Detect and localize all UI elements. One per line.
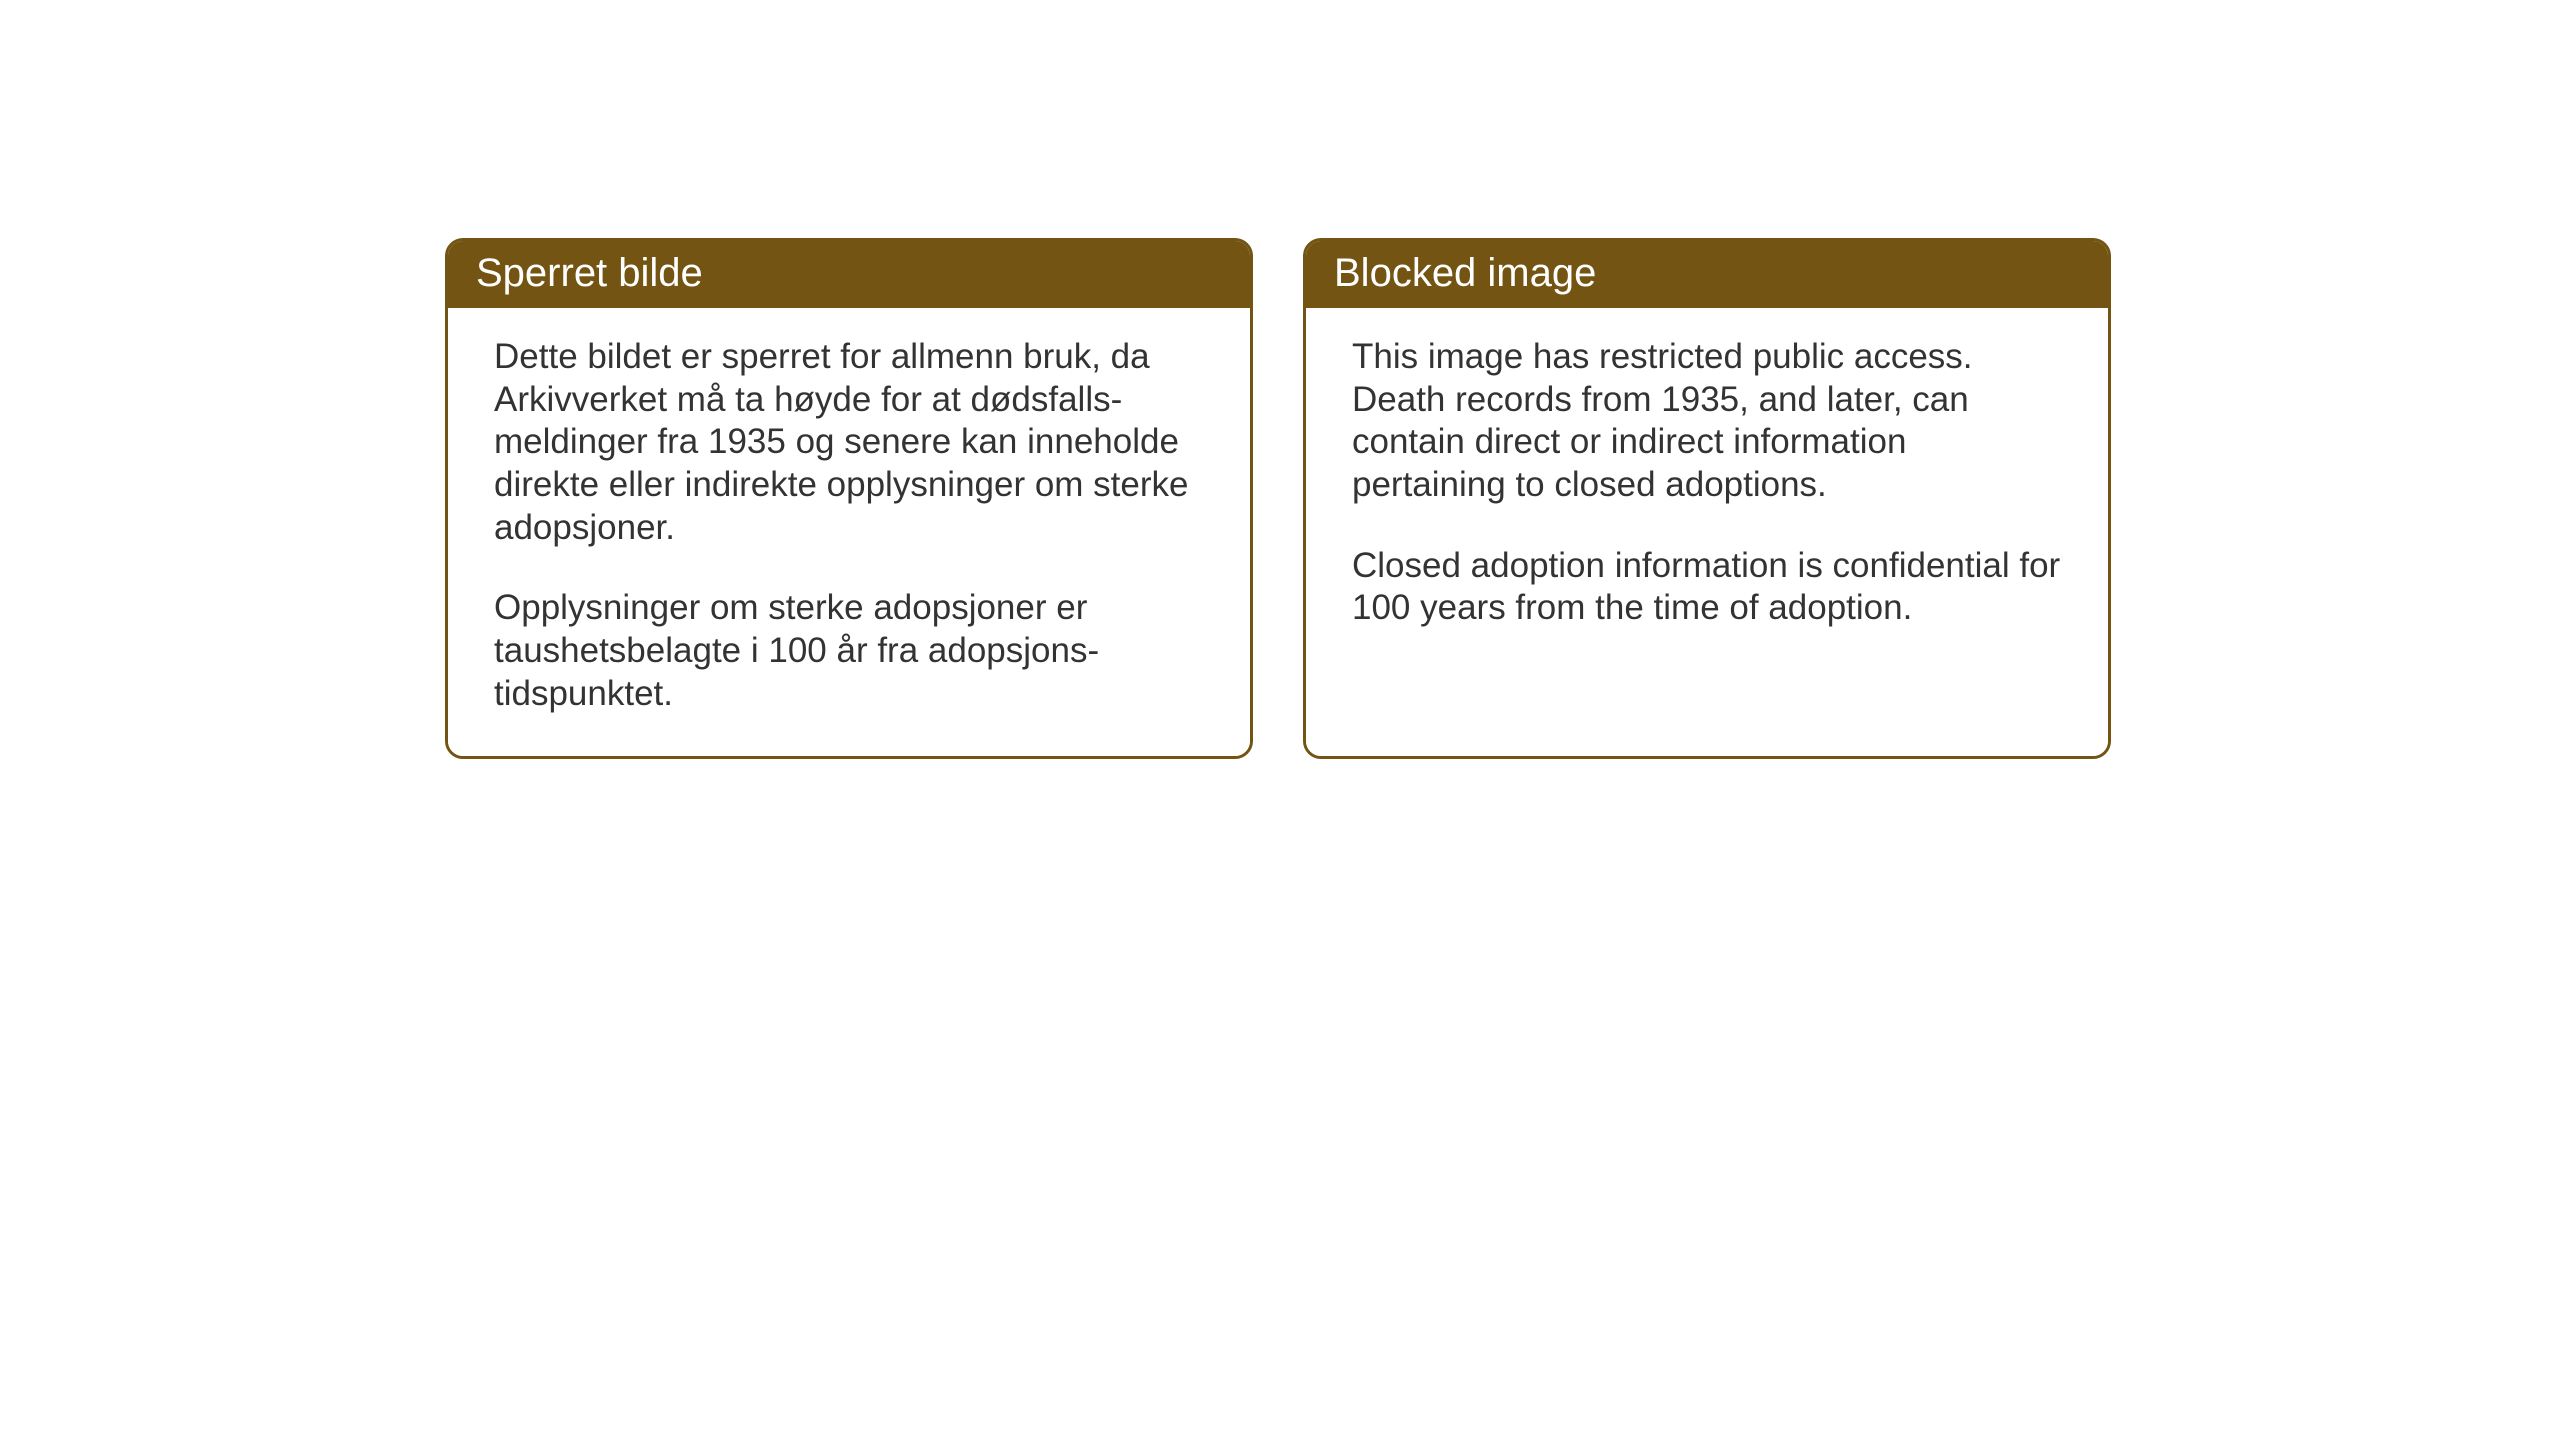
card-paragraph: Dette bildet er sperret for allmenn bruk…	[494, 336, 1204, 549]
card-paragraph: Closed adoption information is confident…	[1352, 545, 2062, 630]
notice-container: Sperret bilde Dette bildet er sperret fo…	[445, 238, 2111, 759]
card-paragraph: This image has restricted public access.…	[1352, 336, 2062, 507]
card-header: Sperret bilde	[448, 241, 1250, 308]
notice-card-norwegian: Sperret bilde Dette bildet er sperret fo…	[445, 238, 1253, 759]
card-title: Sperret bilde	[476, 251, 703, 295]
card-title: Blocked image	[1334, 251, 1596, 295]
card-header: Blocked image	[1306, 241, 2108, 308]
card-body: This image has restricted public access.…	[1306, 308, 2108, 756]
notice-card-english: Blocked image This image has restricted …	[1303, 238, 2111, 759]
card-body: Dette bildet er sperret for allmenn bruk…	[448, 308, 1250, 756]
card-paragraph: Opplysninger om sterke adopsjoner er tau…	[494, 587, 1204, 715]
